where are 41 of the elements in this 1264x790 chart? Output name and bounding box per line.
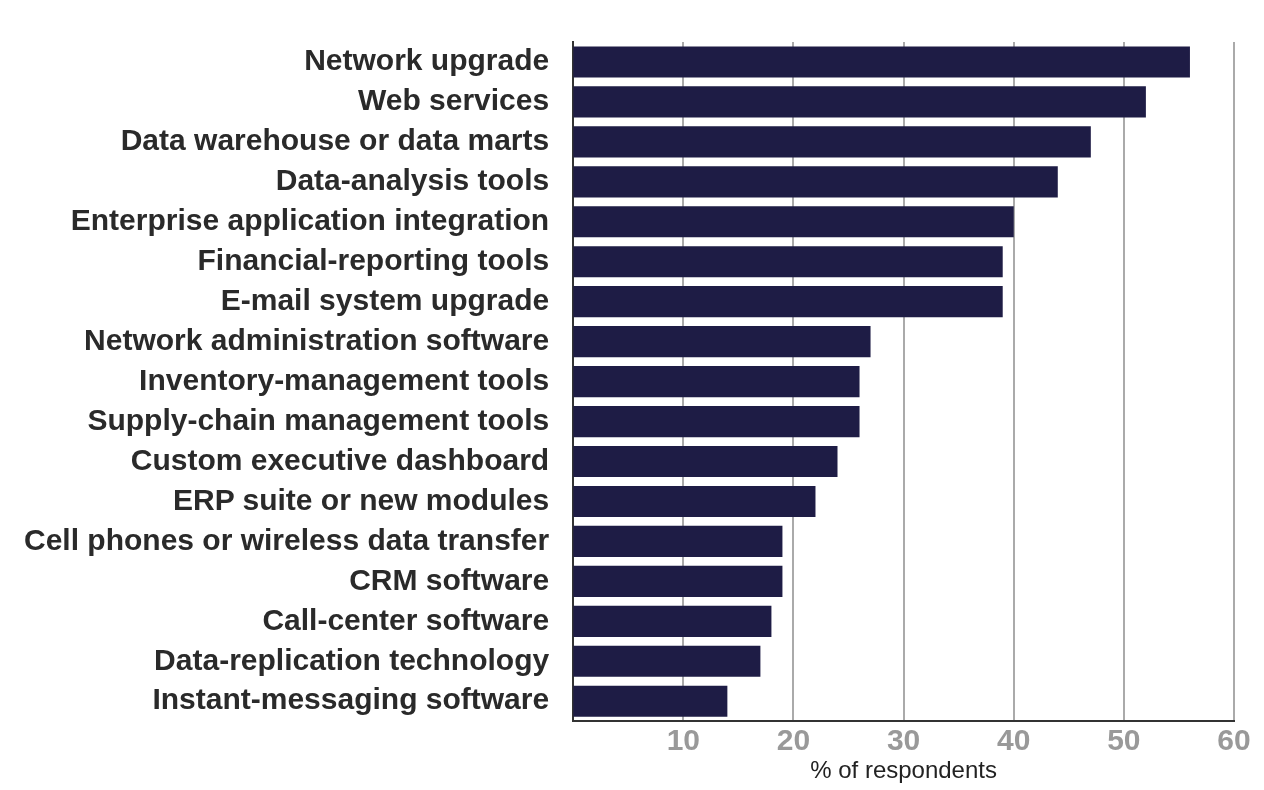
- y-tick-label: Data-replication technology: [154, 642, 550, 676]
- y-tick-label: Call-center software: [262, 602, 550, 636]
- bar: [573, 326, 871, 358]
- bar: [573, 405, 860, 438]
- bar: [573, 286, 1003, 318]
- x-tick-label: 60: [1217, 723, 1251, 757]
- bar: [573, 206, 1014, 238]
- x-axis-title: % of respondents: [810, 756, 997, 784]
- y-tick-label: Network administration software: [84, 322, 550, 356]
- bar: [573, 246, 1003, 278]
- y-tick-label: Financial-reporting tools: [197, 243, 550, 277]
- y-tick-label: Data warehouse or data marts: [120, 123, 550, 157]
- bar: [573, 366, 860, 398]
- y-tick-label: Network upgrade: [304, 43, 550, 77]
- bar: [573, 126, 1091, 158]
- bar: [573, 166, 1058, 198]
- x-tick-label: 10: [666, 723, 700, 757]
- x-tick-label: 50: [1107, 723, 1141, 757]
- y-tick-label: Supply-chain management tools: [87, 402, 550, 436]
- x-tick-label: 40: [997, 723, 1031, 757]
- bar: [573, 605, 772, 637]
- bar: [573, 445, 838, 478]
- y-tick-label: ERP suite or new modules: [172, 482, 550, 516]
- bar: [573, 685, 728, 717]
- y-tick-label: Web services: [357, 83, 550, 117]
- bar: [573, 645, 761, 677]
- y-tick-label: Inventory-management tools: [139, 362, 550, 396]
- y-tick-label: E-mail system upgrade: [220, 282, 550, 316]
- bar: [573, 86, 1146, 118]
- bar: [573, 485, 816, 518]
- bar: [573, 46, 1190, 78]
- bar: [573, 565, 783, 597]
- y-tick-label: CRM software: [349, 562, 550, 596]
- y-tick-label: Custom executive dashboard: [130, 442, 550, 476]
- bar: [573, 525, 783, 557]
- y-tick-label: Enterprise application integration: [70, 203, 550, 237]
- y-tick-label: Instant-messaging software: [152, 682, 550, 716]
- y-tick-label: Data-analysis tools: [275, 163, 550, 197]
- x-tick-label: 20: [776, 723, 811, 757]
- y-tick-label: Cell phones or wireless data transfer: [23, 522, 550, 556]
- x-tick-label: 30: [886, 723, 921, 757]
